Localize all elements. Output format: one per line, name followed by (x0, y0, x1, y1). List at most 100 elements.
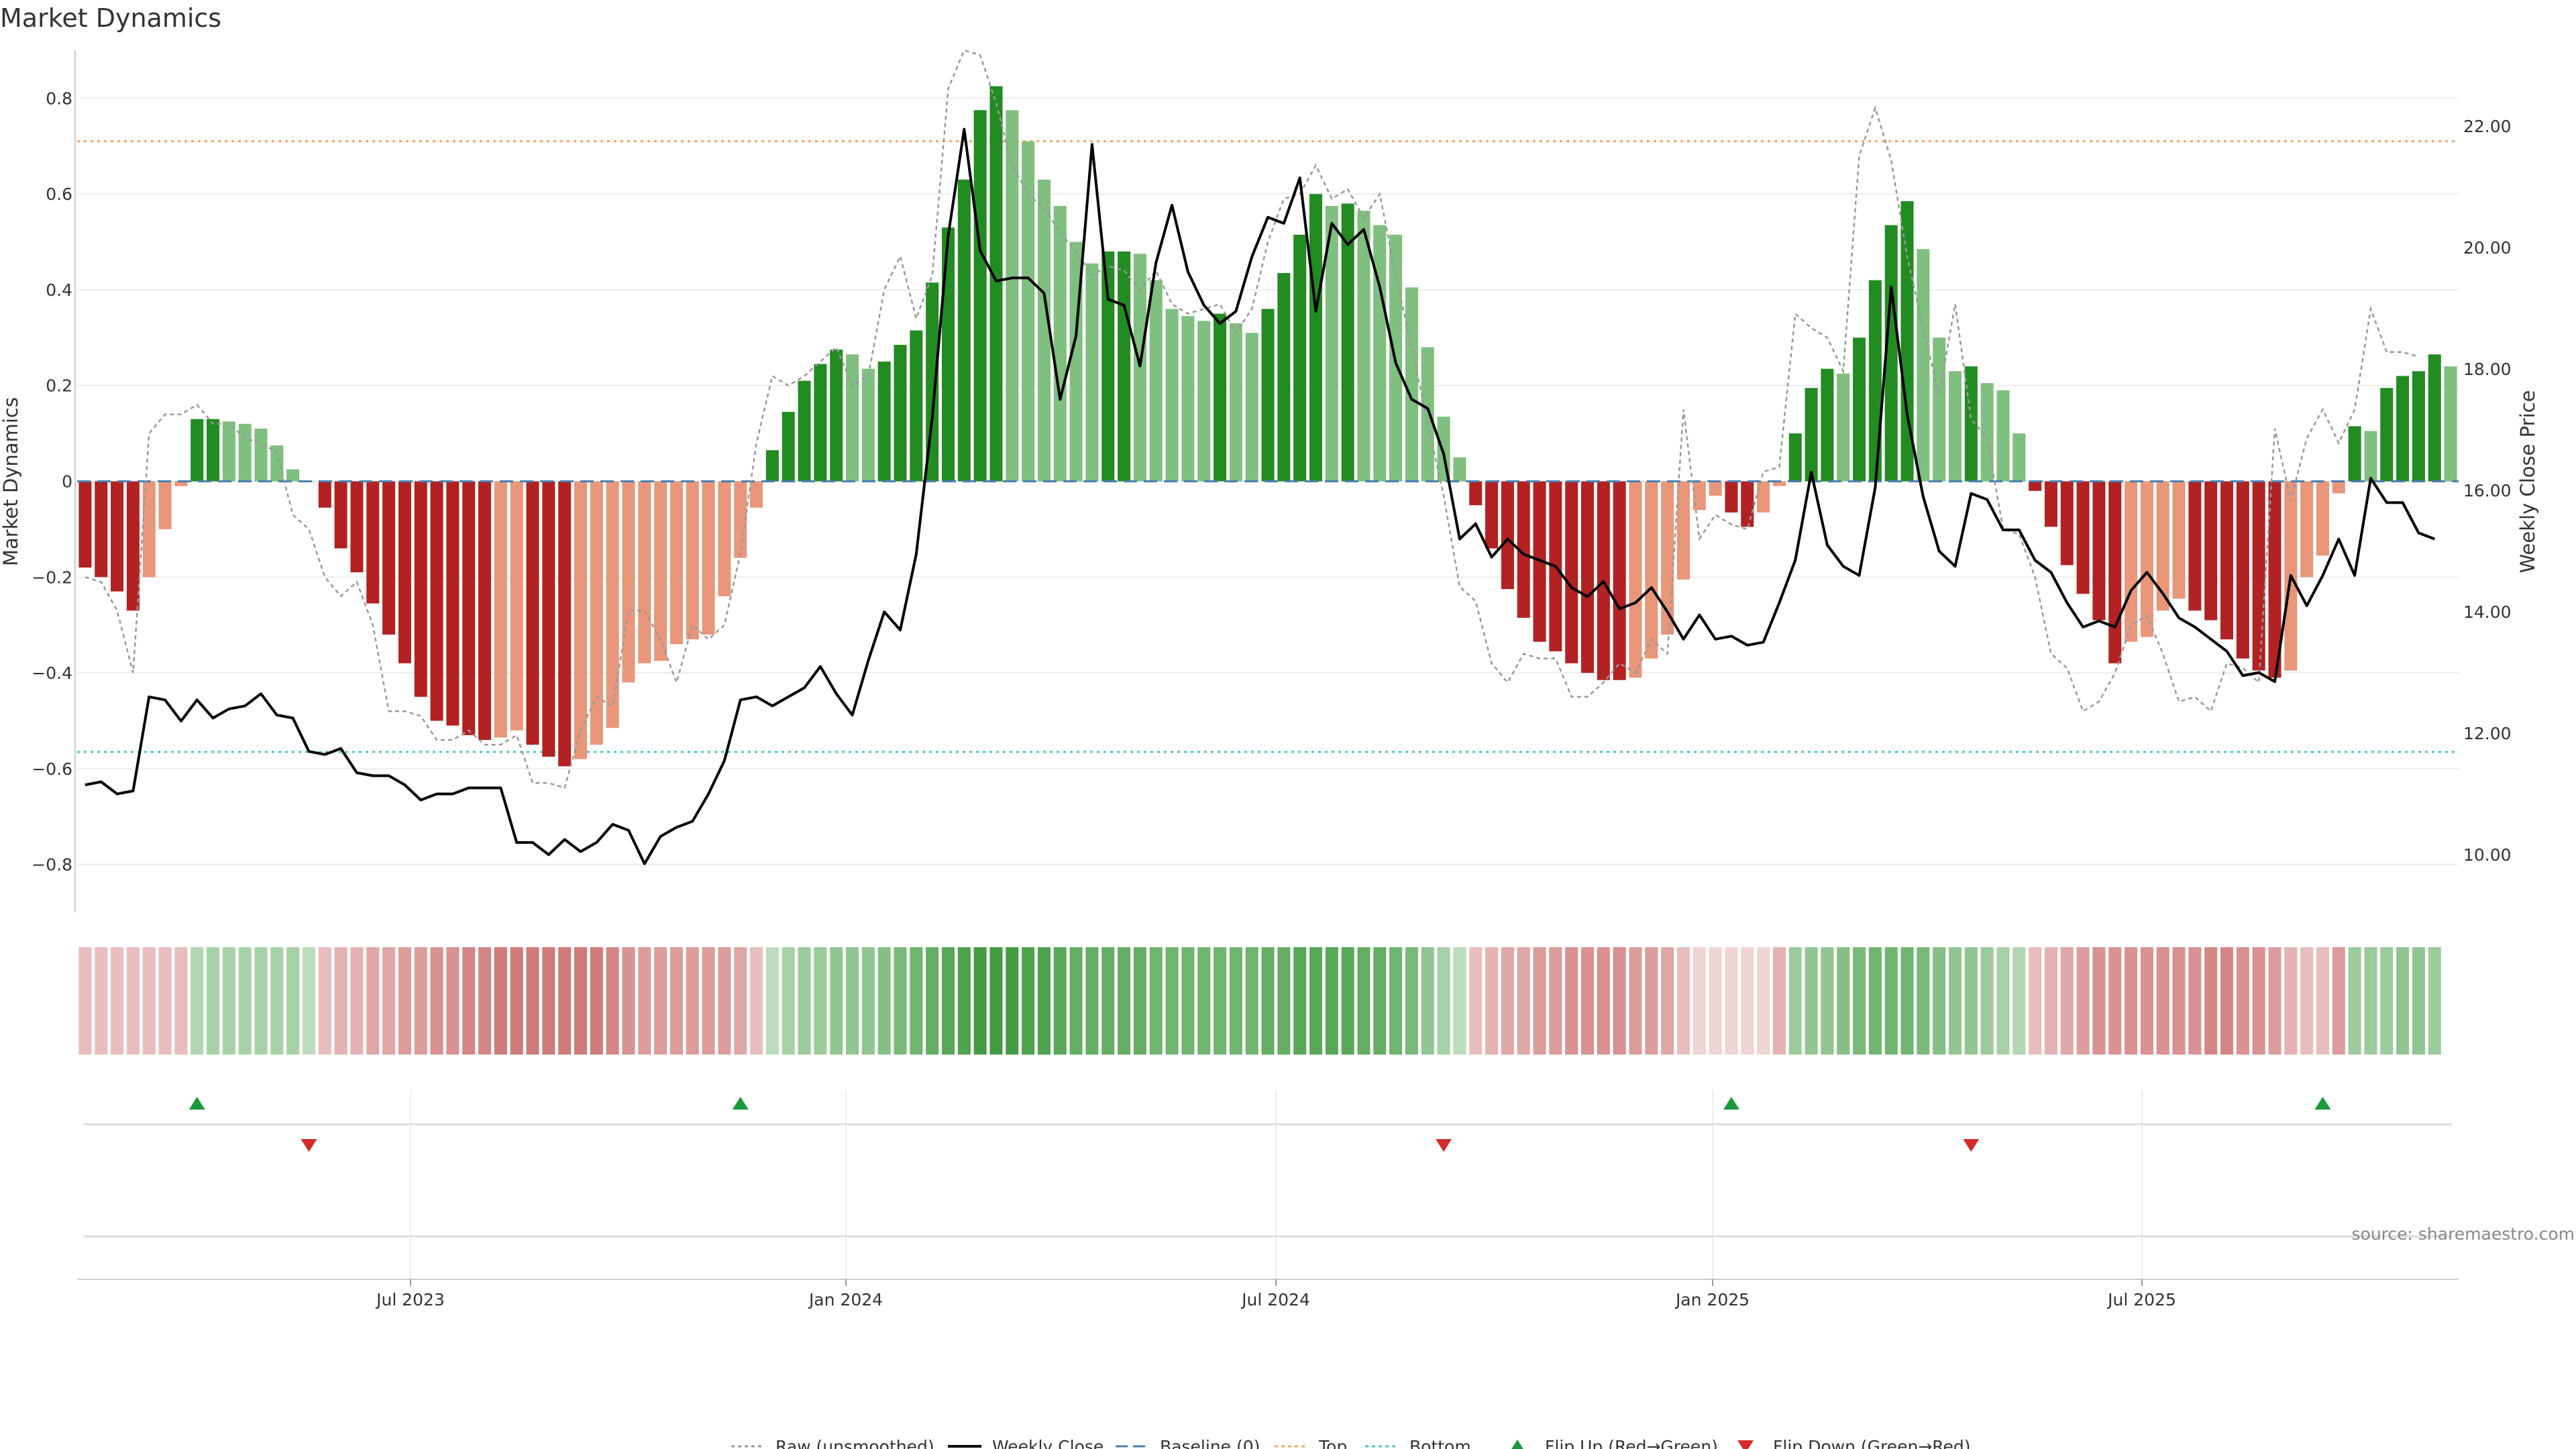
strength-cell (1485, 947, 1499, 1055)
dynamics-bar (142, 481, 156, 578)
strength-cell (1693, 947, 1706, 1055)
dynamics-bar (1788, 433, 1802, 482)
raw-series-line (85, 49, 2419, 789)
flip-up-marker (1723, 1097, 1739, 1110)
dynamics-bar (2252, 481, 2265, 671)
x-tick-label: Jul 2024 (1240, 1290, 1310, 1309)
strength-cell (1421, 947, 1434, 1055)
strength-cell (2364, 947, 2377, 1055)
strength-cell (494, 947, 507, 1055)
dynamics-bar (1709, 481, 1722, 496)
strength-cell (1900, 947, 1914, 1055)
legend-label: Bottom (1409, 1437, 1471, 1449)
dynamics-bar (989, 86, 1003, 482)
strength-cell (1772, 947, 1786, 1055)
strength-cell (2348, 947, 2361, 1055)
dynamics-bar (1996, 390, 2010, 482)
dynamics-bar (270, 445, 284, 482)
dynamics-bar (222, 421, 235, 482)
dynamics-bar (2060, 481, 2074, 566)
dynamics-bar (1980, 383, 1994, 482)
dynamics-bar (558, 481, 572, 767)
legend-label: Top (1318, 1437, 1347, 1449)
strength-cell (910, 947, 923, 1055)
dynamics-bar (398, 481, 411, 663)
dynamics-bar (1181, 316, 1195, 482)
strength-cell (2076, 947, 2090, 1055)
dynamics-bar (462, 481, 476, 735)
strength-cell (798, 947, 811, 1055)
dynamics-bar (2092, 481, 2106, 621)
strength-cell (446, 947, 460, 1055)
dynamics-bar (2029, 481, 2042, 491)
strength-cell (2236, 947, 2249, 1055)
strength-cell (782, 947, 795, 1055)
strength-cell (1853, 947, 1866, 1055)
y2-tick-label: 12.00 (2463, 724, 2512, 743)
dynamics-bar (1613, 481, 1626, 680)
dynamics-bar (2332, 481, 2345, 494)
strength-cell (2172, 947, 2186, 1055)
dynamics-bar (1837, 373, 1850, 482)
strength-cell (1293, 947, 1307, 1055)
dynamics-bar (1757, 481, 1770, 513)
y-tick-label: 0 (62, 472, 72, 492)
dynamics-bar (414, 481, 427, 697)
strength-cell (957, 947, 971, 1055)
flip-down-marker (1963, 1139, 1980, 1152)
strength-cell (734, 947, 747, 1055)
dynamics-bar (1341, 203, 1354, 482)
dynamics-bar (1693, 481, 1706, 511)
strength-cell (174, 947, 188, 1055)
dynamics-bar (1485, 481, 1499, 549)
dynamics-bar (861, 368, 875, 482)
dynamics-bar (1213, 313, 1227, 482)
strength-cell (1181, 947, 1195, 1055)
dynamics-bar (510, 481, 523, 731)
strength-cell (2428, 947, 2441, 1055)
dynamics-bar (1676, 481, 1690, 580)
dynamics-bar (590, 481, 603, 745)
strength-cell (718, 947, 731, 1055)
dynamics-bar (286, 469, 300, 482)
strength-cell (1006, 947, 1019, 1055)
strength-cell (861, 947, 875, 1055)
strength-cell (334, 947, 347, 1055)
strength-cell (2012, 947, 2026, 1055)
strength-cell (574, 947, 588, 1055)
dynamics-bar (686, 481, 699, 640)
y-tick-label: −0.6 (32, 759, 72, 779)
dynamics-bar (158, 481, 172, 529)
strength-cell (1741, 947, 1754, 1055)
dynamics-bar (2156, 481, 2169, 611)
dynamics-bar (1053, 206, 1067, 482)
dynamics-bar (798, 380, 811, 482)
strength-cell (558, 947, 572, 1055)
dynamics-bar (191, 419, 204, 482)
dynamics-bar (1933, 337, 1946, 482)
dynamics-bar (669, 481, 683, 645)
strength-cell (2140, 947, 2153, 1055)
strength-cell (206, 947, 220, 1055)
dynamics-bar (1325, 206, 1338, 482)
strength-cell (95, 947, 108, 1055)
strength-cell (1661, 947, 1674, 1055)
dynamics-bar (2125, 481, 2138, 642)
dynamics-bar (1357, 211, 1371, 482)
dynamics-bar (1037, 179, 1051, 482)
strength-cell (1165, 947, 1179, 1055)
y-tick-label: −0.4 (32, 663, 72, 683)
dynamics-bar (430, 481, 443, 721)
dynamics-bar (542, 481, 555, 757)
dynamics-bar (2140, 481, 2153, 637)
dynamics-bar (1022, 141, 1035, 482)
strength-cell (1133, 947, 1146, 1055)
dynamics-bar (574, 481, 588, 759)
dynamics-bar (2204, 481, 2218, 621)
dynamics-bar (526, 481, 539, 745)
dynamics-bar (2172, 481, 2186, 599)
strength-cell (1964, 947, 1978, 1055)
y2-tick-label: 16.00 (2463, 481, 2512, 500)
strength-cell (462, 947, 476, 1055)
strength-cell (238, 947, 252, 1055)
